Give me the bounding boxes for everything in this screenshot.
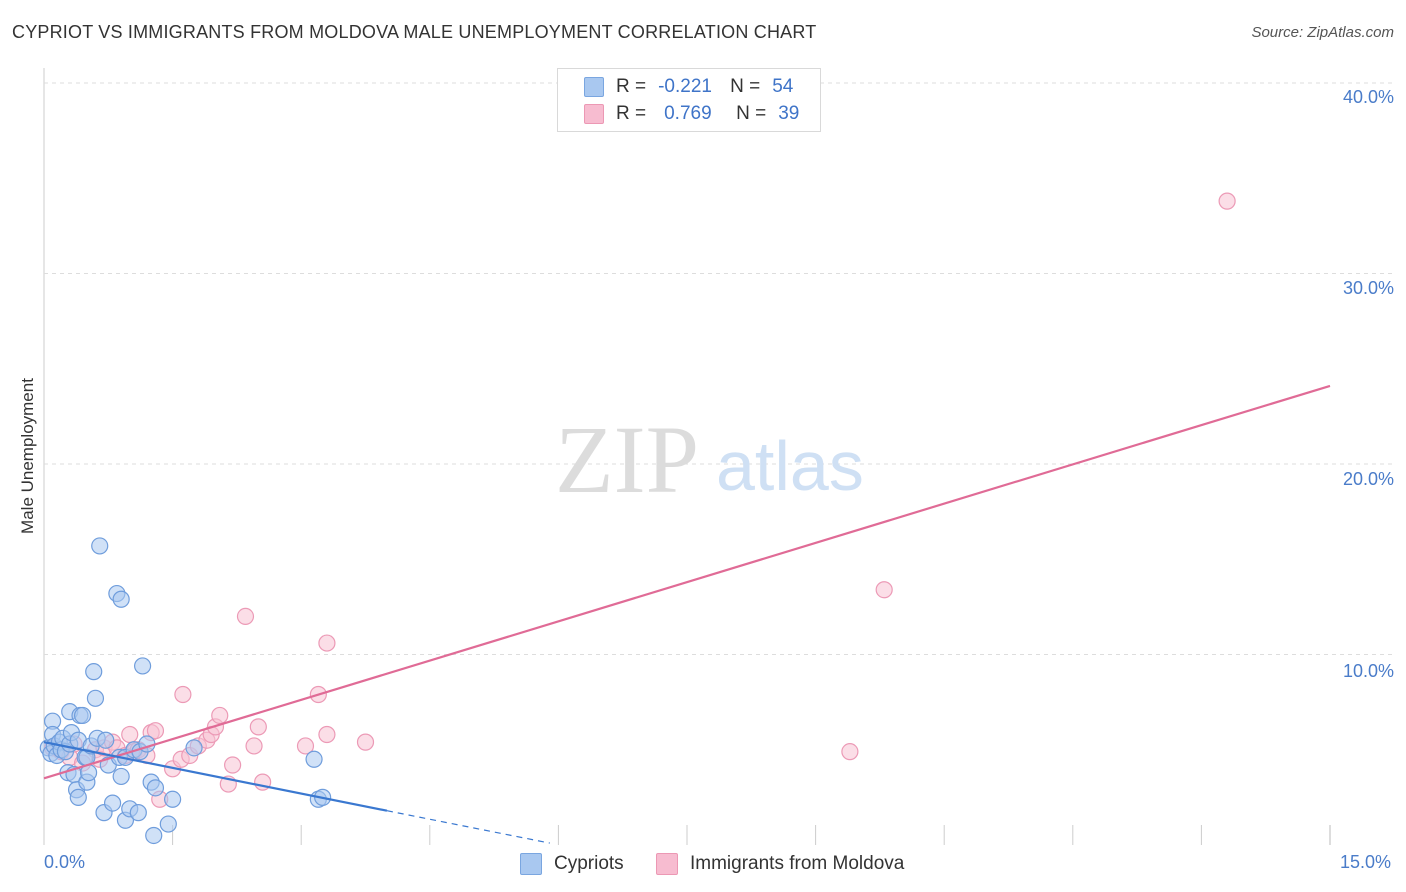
cypriots-point [103,794,122,812]
source-label: Source: ZipAtlas.com [1251,24,1394,41]
x-tick-label: 0.0% [44,852,86,872]
legend-swatch-pink [656,853,678,875]
moldova-point [146,722,165,740]
x-tick-label: 15.0% [1340,852,1392,872]
legend-r-label: R = [616,76,647,97]
moldova-point [236,607,255,626]
cypriots-point [146,779,165,797]
y-tick-label: 20.0% [1342,469,1394,489]
legend-n-value: 39 [778,103,800,124]
legend-n-label: N = [730,76,761,97]
legend-r-label: R = [616,103,647,124]
moldova-point [356,733,375,751]
cypriots-point [73,706,92,725]
moldova-point [875,581,893,599]
legend-n-label: N = [736,103,767,124]
watermark-zip: ZIP [555,406,699,513]
cypriots-point [97,731,115,749]
legend-r-value: -0.221 [658,76,712,97]
legend-label: Cypriots [554,853,624,874]
trend-lines [43,384,1331,844]
legend-row-cypriots: R = -0.221 N = 54 [584,74,793,100]
watermark-atlas: atlas [716,427,864,505]
y-tick-label: 40.0% [1342,87,1394,107]
cypriots-trend-extension [386,810,550,844]
cypriots-point [129,804,147,822]
cypriots-point [305,750,323,768]
x-tick-marks [43,825,1331,845]
cypriots-point [159,815,177,833]
cypriots-point [112,767,130,786]
chart-title: CYPRIOT VS IMMIGRANTS FROM MOLDOVA MALE … [12,22,817,42]
y-tick-label: 10.0% [1342,661,1394,681]
bottom-legend-moldova[interactable]: Immigrants from Moldova [656,852,904,876]
cypriots-point [86,689,105,707]
bottom-legend-cypriots[interactable]: Cypriots [520,852,624,876]
moldova-point [121,725,139,744]
legend-r-value: 0.769 [664,103,712,124]
moldova-trend-line [43,384,1331,780]
legend-swatch-pink [584,104,604,124]
moldova-point [249,718,267,736]
moldova-point [211,706,229,725]
legend-row-moldova: R = 0.769 N = 39 [584,101,799,127]
cypriots-point [145,826,163,845]
moldova-point [841,743,859,761]
moldova-point [174,685,192,704]
legend-label: Immigrants from Moldova [690,853,905,874]
moldova-point [318,634,336,652]
cypriots-point [69,788,87,806]
cypriots-point [91,537,109,555]
moldova-point [296,737,315,755]
correlation-legend: R = -0.221 N = 54 R = 0.769 N = 39 [557,68,821,132]
legend-n-value: 54 [772,76,794,97]
legend-swatch-blue [584,77,604,97]
cypriots-point [185,739,203,757]
moldova-point [318,725,336,744]
cypriots-point [85,663,103,681]
moldova-point [245,737,263,755]
y-tick-label: 30.0% [1342,278,1394,298]
cypriots-point [112,590,130,608]
moldova-point [224,756,242,774]
y-axis-label: Male Unemployment [18,378,37,534]
cypriots-trend-line [43,741,388,812]
legend-swatch-blue [520,853,542,875]
moldova-point [1218,192,1236,210]
cypriots-point [164,790,182,808]
cypriots-point [133,657,152,675]
